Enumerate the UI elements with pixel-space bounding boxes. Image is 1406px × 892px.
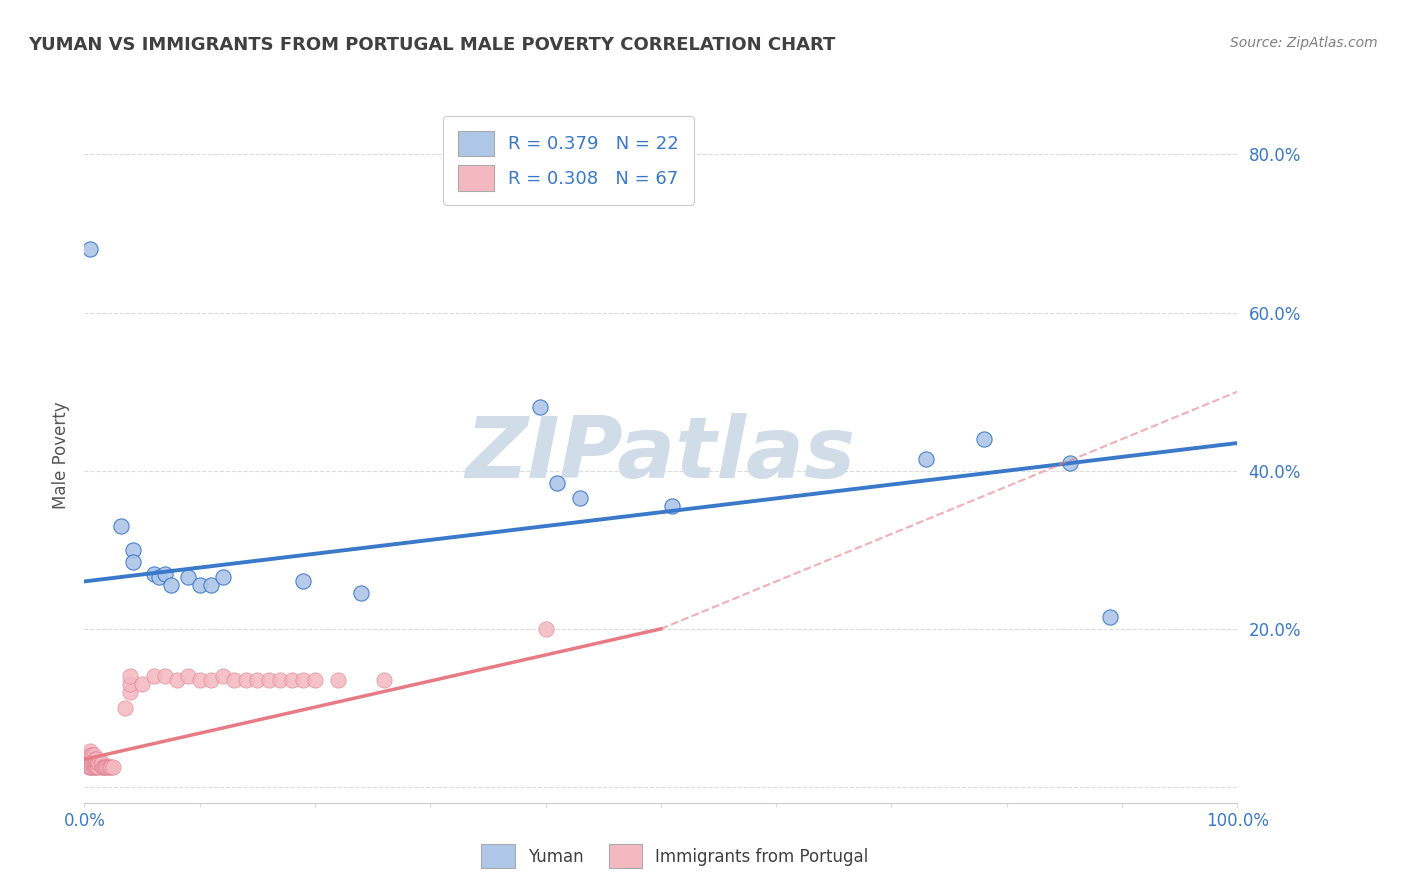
Point (79, 243, 101, 257)
Point (292, 574, 315, 589)
Point (160, 578, 183, 592)
Point (211, 570, 233, 584)
Point (148, 570, 170, 584)
Point (82, 756, 104, 771)
Point (96, 760, 118, 774)
Point (83, 756, 105, 771)
Point (224, 673, 246, 688)
Point (79, 744, 101, 758)
Point (326, 673, 349, 688)
Point (93, 760, 115, 774)
Point (661, 500, 683, 514)
Point (79, 756, 101, 771)
Point (97, 760, 120, 774)
Point (534, 622, 557, 636)
Point (87, 756, 110, 771)
Point (80, 756, 103, 771)
Point (98, 760, 121, 774)
Y-axis label: Male Poverty: Male Poverty (52, 401, 70, 508)
Point (80, 760, 103, 774)
Point (80, 748, 103, 763)
Point (153, 669, 176, 683)
Point (80, 752, 103, 766)
Point (166, 673, 188, 688)
Point (86, 760, 108, 774)
Point (120, 677, 142, 691)
Point (1099, 610, 1122, 624)
Point (120, 669, 142, 683)
Point (91, 760, 114, 774)
Text: Source: ZipAtlas.com: Source: ZipAtlas.com (1230, 36, 1378, 50)
Point (77, 756, 100, 771)
Point (83, 752, 105, 766)
Point (188, 578, 211, 592)
Point (114, 701, 136, 715)
Point (211, 669, 233, 683)
Point (529, 401, 551, 415)
Point (86, 756, 108, 771)
Point (84, 752, 107, 766)
Point (77, 760, 100, 774)
Legend: R = 0.379   N = 22, R = 0.308   N = 67: R = 0.379 N = 22, R = 0.308 N = 67 (443, 116, 693, 205)
Point (915, 451, 938, 466)
Point (77, 752, 100, 766)
Point (79, 748, 101, 763)
Point (1059, 456, 1081, 470)
Point (569, 491, 592, 506)
Point (200, 673, 222, 688)
Point (121, 555, 143, 569)
Point (96, 760, 118, 774)
Point (973, 432, 995, 446)
Point (89, 756, 111, 771)
Point (79, 752, 101, 766)
Point (100, 760, 122, 774)
Point (90, 760, 112, 774)
Point (77, 748, 100, 763)
Point (235, 673, 257, 688)
Point (83, 752, 105, 766)
Point (82, 748, 104, 763)
Point (177, 669, 200, 683)
Point (350, 586, 373, 600)
Point (246, 673, 269, 688)
Legend: Yuman, Immigrants from Portugal: Yuman, Immigrants from Portugal (475, 838, 875, 875)
Point (82, 760, 104, 774)
Point (131, 677, 153, 691)
Point (94, 760, 117, 774)
Text: ZIPatlas: ZIPatlas (465, 413, 856, 497)
Point (90, 756, 112, 771)
Point (373, 673, 395, 688)
Point (188, 673, 211, 688)
Point (257, 673, 280, 688)
Point (142, 669, 165, 683)
Point (292, 673, 315, 688)
Point (79, 760, 101, 774)
Point (83, 760, 105, 774)
Point (304, 673, 326, 688)
Point (87, 760, 110, 774)
Point (177, 570, 200, 584)
Point (83, 756, 105, 771)
Point (103, 760, 124, 774)
Point (84, 756, 107, 771)
Point (83, 760, 105, 774)
Point (153, 566, 176, 581)
Point (83, 748, 105, 763)
Point (110, 519, 132, 533)
Point (269, 673, 291, 688)
Point (281, 673, 304, 688)
Point (84, 760, 107, 774)
Text: YUMAN VS IMMIGRANTS FROM PORTUGAL MALE POVERTY CORRELATION CHART: YUMAN VS IMMIGRANTS FROM PORTUGAL MALE P… (28, 36, 835, 54)
Point (120, 685, 142, 699)
Point (200, 578, 222, 592)
Point (89, 756, 111, 771)
Point (546, 475, 568, 490)
Point (82, 752, 104, 766)
Point (121, 542, 143, 557)
Point (142, 566, 165, 581)
